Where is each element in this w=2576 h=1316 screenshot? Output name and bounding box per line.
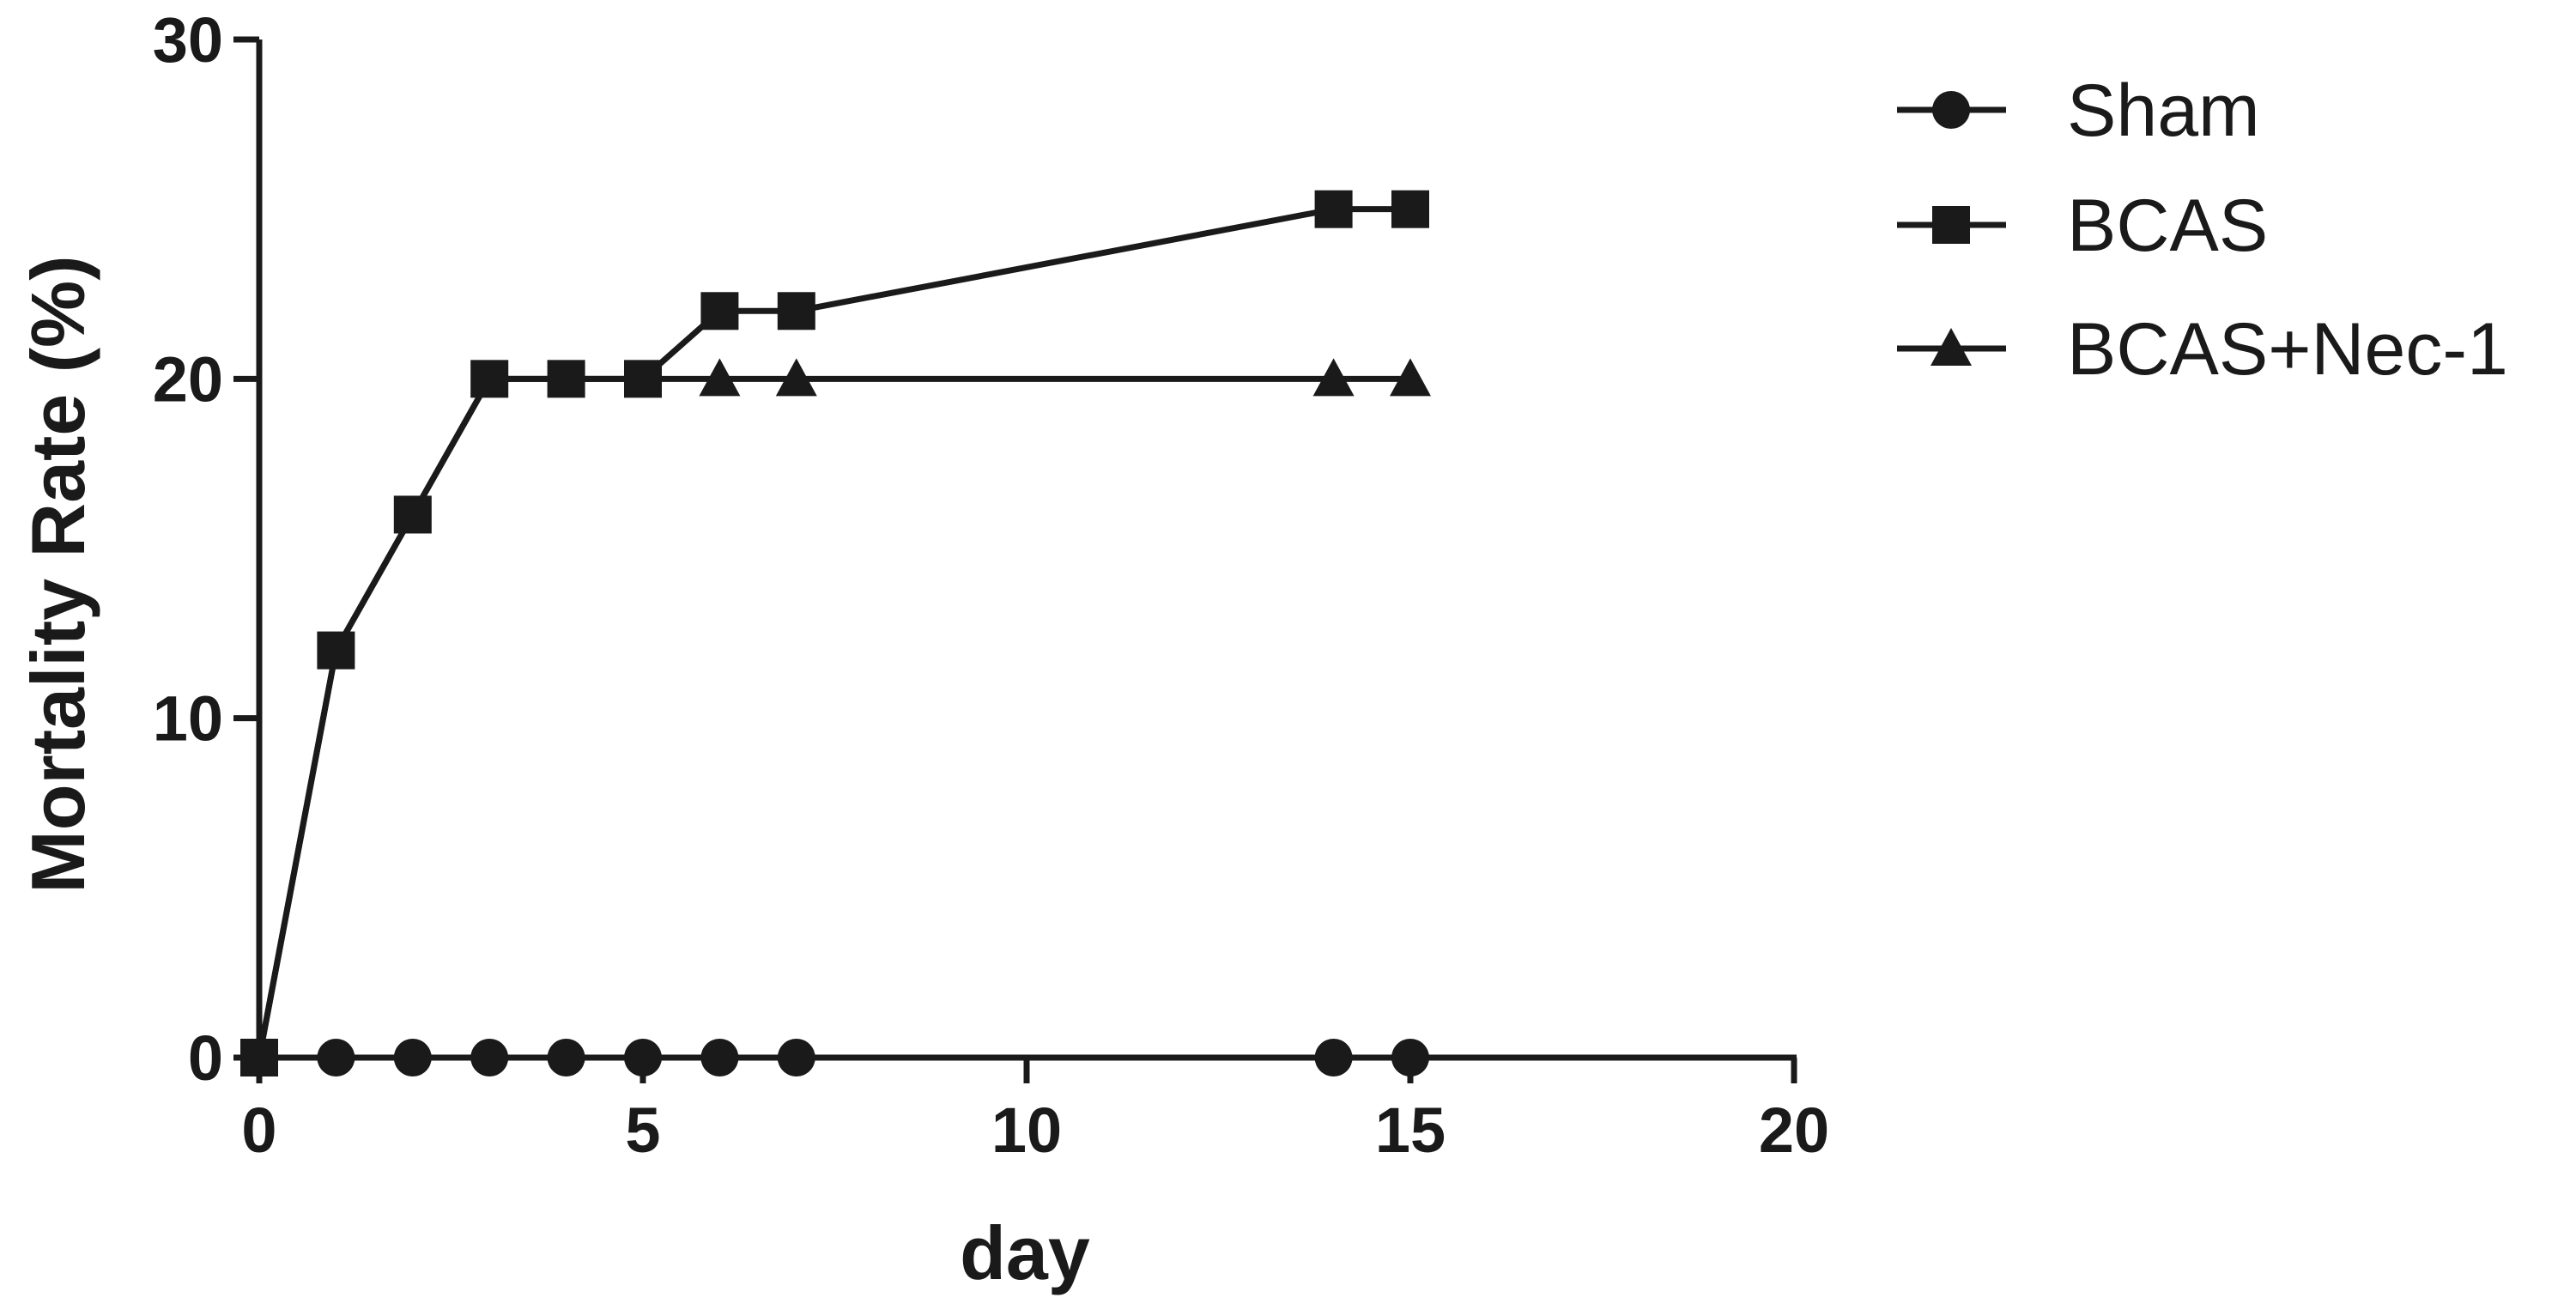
x-tick-label: 0 <box>241 1095 276 1166</box>
data-point-square <box>393 495 432 534</box>
x-tick-label: 15 <box>1375 1095 1446 1166</box>
legend: Sham BCAS BCAS+Nec-1 <box>1897 70 2508 391</box>
series-bcas-nec-1 <box>256 358 1431 1058</box>
legend-label: BCAS <box>2067 185 2268 267</box>
series-sham <box>240 1039 1429 1076</box>
legend-item: Sham <box>1897 70 2260 152</box>
y-axis-ticks: 0 10 20 30 <box>153 4 259 1094</box>
legend-marker-triangle <box>1930 328 1972 366</box>
data-point-circle <box>393 1039 432 1076</box>
series-bcas <box>240 190 1429 1076</box>
data-point-square <box>777 292 815 331</box>
data-point-circle <box>1314 1039 1353 1076</box>
data-point-circle <box>777 1039 815 1076</box>
data-point-square <box>470 360 509 398</box>
y-axis-title: Mortality Rate (%) <box>15 255 100 893</box>
legend-item: BCAS+Nec-1 <box>1897 308 2508 391</box>
data-point-circle <box>470 1039 509 1076</box>
data-point-square <box>1314 190 1353 228</box>
data-point-square <box>700 292 739 331</box>
data-point-triangle <box>775 358 817 397</box>
y-tick-label: 20 <box>153 343 223 415</box>
x-tick-label: 5 <box>625 1095 660 1166</box>
x-axis-ticks: 0 5 10 15 20 <box>241 1058 1829 1166</box>
series-layer <box>240 190 1431 1076</box>
legend-label: BCAS+Nec-1 <box>2067 308 2508 391</box>
data-point-square <box>547 360 585 398</box>
legend-item: BCAS <box>1897 185 2268 267</box>
data-point-circle <box>547 1039 585 1076</box>
data-point-triangle <box>699 358 741 397</box>
data-point-circle <box>1391 1039 1429 1076</box>
data-point-square <box>1391 190 1429 228</box>
x-tick-label: 20 <box>1759 1095 1829 1166</box>
series-line <box>256 206 1410 1058</box>
data-point-circle <box>700 1039 739 1076</box>
y-tick-label: 10 <box>153 683 223 755</box>
data-point-square <box>240 1039 278 1076</box>
y-tick-label: 0 <box>188 1022 223 1094</box>
x-axis-title: day <box>960 1210 1090 1295</box>
axes <box>256 39 1797 1061</box>
legend-marker-square <box>1932 206 1970 244</box>
y-tick-label: 30 <box>153 4 223 76</box>
data-point-square <box>317 631 355 670</box>
legend-marker-circle <box>1932 91 1970 129</box>
data-point-circle <box>317 1039 355 1076</box>
data-point-circle <box>624 1039 662 1076</box>
x-tick-label: 10 <box>991 1095 1062 1166</box>
data-point-triangle <box>1390 358 1431 397</box>
legend-label: Sham <box>2067 70 2260 152</box>
data-point-triangle <box>1312 358 1355 397</box>
data-point-square <box>624 360 662 398</box>
